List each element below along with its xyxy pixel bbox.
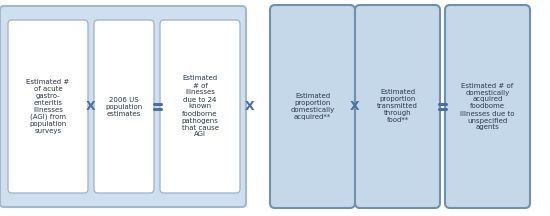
- Text: Estimated
proportion
domestically
acquired**: Estimated proportion domestically acquir…: [290, 93, 334, 120]
- Text: Estimated #
of acute
gastro-
enteritis
illnesses
(AGI) from
population
surveys: Estimated # of acute gastro- enteritis i…: [26, 79, 70, 134]
- Text: X: X: [350, 100, 360, 113]
- Text: X: X: [86, 100, 96, 113]
- Text: Estimated
# of
illnesses
due to 24
known
foodborne
pathogens
that cause
AGI: Estimated # of illnesses due to 24 known…: [182, 76, 218, 138]
- Text: Estimated
proportion
transmitted
through
food**: Estimated proportion transmitted through…: [377, 89, 418, 124]
- FancyBboxPatch shape: [94, 20, 154, 193]
- FancyBboxPatch shape: [8, 20, 88, 193]
- FancyBboxPatch shape: [160, 20, 240, 193]
- FancyBboxPatch shape: [0, 6, 246, 207]
- Text: X: X: [245, 100, 255, 113]
- FancyBboxPatch shape: [355, 5, 440, 208]
- Text: Estimated # of
domestically
acquired
foodbome
illnesses due to
unspecified
agent: Estimated # of domestically acquired foo…: [460, 83, 515, 130]
- FancyBboxPatch shape: [270, 5, 355, 208]
- FancyBboxPatch shape: [445, 5, 530, 208]
- Text: 2006 US
population
estimates: 2006 US population estimates: [106, 97, 142, 116]
